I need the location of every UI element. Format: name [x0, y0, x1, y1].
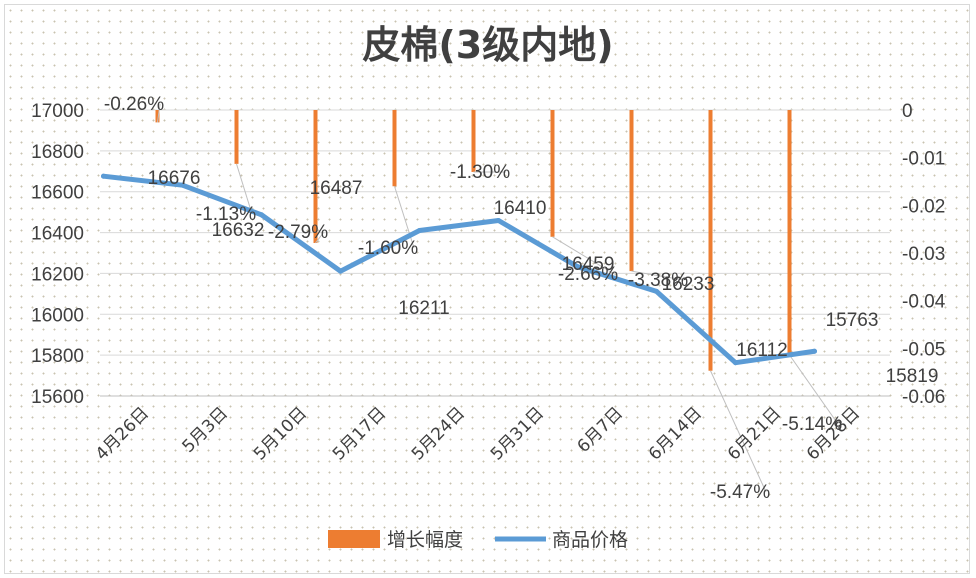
line-data-label: 16676	[148, 168, 201, 189]
x-axis-tick: 6月14日	[645, 403, 706, 464]
legend-label-line: 商品价格	[552, 529, 628, 551]
legend: 增长幅度 商品价格	[328, 529, 628, 551]
price-point	[812, 348, 817, 354]
legend-label-bar: 增长幅度	[387, 529, 463, 551]
bar-data-label: -2.66%	[558, 264, 618, 285]
right-axis-tick: -0.06	[902, 387, 945, 408]
line-data-label: 16410	[494, 198, 547, 219]
right-axis-tick: -0.03	[902, 244, 945, 265]
leader-line	[631, 270, 685, 281]
price-point	[259, 212, 264, 218]
bar	[550, 110, 555, 237]
line-data-label: 16211	[398, 298, 449, 319]
leader-line	[157, 103, 161, 123]
bar	[234, 110, 239, 164]
chart-frame	[4, 4, 970, 574]
bar	[155, 110, 160, 123]
x-axis-tick: 6月21日	[724, 403, 785, 464]
bar	[471, 110, 476, 172]
x-axis-tick: 5月10日	[250, 403, 311, 464]
line-data-label: 15819	[886, 366, 939, 387]
price-point	[180, 182, 185, 188]
price-point	[575, 264, 580, 270]
bar	[392, 110, 397, 187]
data-labels: -0.26% -1.13% -2.79% -1.60% -1.30% -2.66% -3.3…	[104, 94, 939, 503]
bar-data-label: -1.13%	[196, 204, 256, 225]
bar-data-label: -5.47%	[710, 482, 770, 503]
price-point	[101, 173, 106, 179]
price-line	[101, 173, 817, 366]
bar	[787, 110, 792, 356]
leader-line	[236, 163, 253, 215]
right-axis-tick: -0.04	[902, 292, 946, 313]
price-point	[496, 218, 501, 224]
line-data-label: 16233	[662, 274, 715, 295]
leader-line	[710, 370, 767, 493]
bar	[708, 110, 713, 371]
right-axis-tick: -0.01	[902, 149, 945, 170]
price-point	[654, 288, 659, 294]
right-axis-tick: 0	[902, 101, 913, 122]
line-data-label: 15763	[826, 310, 879, 331]
line-data-label: 16487	[310, 178, 363, 199]
bars-group	[155, 110, 792, 371]
bar	[313, 110, 318, 243]
left-axis-tick: 16200	[31, 264, 84, 285]
leader-line	[789, 354, 839, 425]
x-axis-tick: 5月3日	[179, 403, 232, 456]
bar	[629, 110, 634, 272]
x-axis-tick: 5月24日	[408, 403, 469, 464]
bar-data-label: -0.26%	[104, 94, 164, 115]
price-point	[733, 360, 738, 366]
right-axis-tick: -0.02	[902, 196, 945, 217]
bar-data-label: -1.30%	[450, 162, 510, 183]
leader-lines	[157, 103, 839, 493]
price-point	[417, 228, 422, 234]
left-axis-tick: 16400	[31, 224, 84, 245]
line-data-label: 16459	[562, 254, 615, 275]
right-axis-tick: -0.05	[902, 339, 945, 360]
bar-data-label: -1.60%	[358, 238, 418, 259]
line-group	[101, 173, 817, 366]
x-axis-tick: 5月17日	[329, 403, 390, 464]
bar-data-label: -5.14%	[782, 414, 842, 435]
line-data-label: 16112	[736, 340, 787, 361]
bar-data-label: -3.38%	[628, 270, 688, 291]
leader-line	[552, 236, 615, 275]
left-axis-tick: 15600	[31, 387, 84, 408]
chart-title: 皮棉(3级内地)	[362, 23, 614, 67]
left-axis-tick: 15800	[31, 346, 84, 367]
leader-line	[315, 231, 325, 244]
left-axis-tick: 16800	[31, 142, 84, 163]
x-axis-tick: 4月26日	[92, 403, 153, 464]
x-axis-tick: 5月31日	[487, 403, 548, 464]
legend-swatch-bar	[328, 530, 380, 548]
left-axis-tick: 17000	[31, 101, 84, 122]
axes: 17000 16800 16600 16400 16200 16000 15800 15600…	[31, 101, 946, 465]
left-axis-tick: 16000	[31, 305, 84, 326]
line-data-label: 16632	[212, 220, 265, 241]
price-point	[338, 268, 343, 274]
bar-data-label: -2.79%	[268, 222, 328, 243]
left-axis-tick: 16600	[31, 183, 84, 204]
x-axis-tick: 6月7日	[574, 403, 627, 456]
